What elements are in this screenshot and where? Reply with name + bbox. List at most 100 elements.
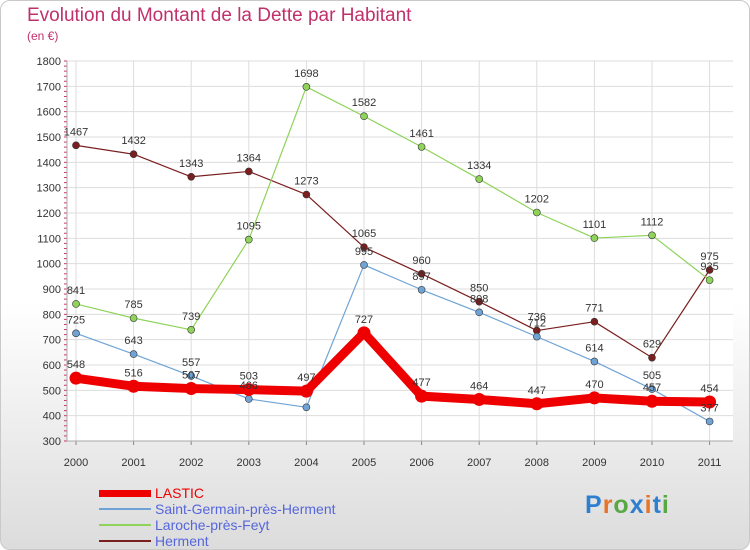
data-label: 1582 [352,97,376,109]
data-point [187,172,195,181]
data-label: 457 [643,382,661,394]
data-label: 1112 [641,216,664,228]
y-tick-label: 1400 [37,157,61,169]
y-tick-label: 1500 [37,132,61,144]
x-tick-label: 2003 [237,457,261,469]
y-tick-label: 800 [43,309,61,321]
data-point [648,231,656,240]
data-point [242,383,256,397]
data-label: 725 [67,314,85,326]
data-label: 505 [643,370,661,382]
series-3 [69,326,717,411]
data-label: 548 [67,359,85,371]
x-tick-label: 2009 [582,457,606,469]
data-point [587,391,601,405]
data-point [705,417,714,426]
data-point [129,350,138,358]
x-tick-label: 2001 [121,457,145,469]
y-tick-label: 300 [43,436,61,448]
y-tick-label: 1100 [37,233,61,245]
x-tick-label: 2002 [179,457,203,469]
legend-swatch [99,540,151,542]
data-label: 1432 [121,135,145,147]
data-label: 975 [700,251,718,263]
data-label: 808 [470,293,488,305]
data-point [72,141,80,150]
y-tick-label: 1600 [37,107,61,119]
series-0 [72,141,714,362]
series-line [75,264,711,423]
data-label: 516 [124,367,142,379]
data-point [532,332,541,341]
data-label: 1273 [294,176,318,188]
series-line [75,144,711,359]
y-tick-label: 500 [43,385,61,397]
y-tick-label: 1000 [37,259,61,271]
legend-swatch [99,524,151,526]
data-point [590,234,599,242]
series-2 [72,261,714,426]
data-label: 785 [124,299,142,311]
x-tick-label: 2000 [64,457,88,469]
x-tick-label: 2011 [698,457,722,469]
chart-subtitle: (en €) [27,29,59,43]
legend-label: Saint-Germain-près-Herment [155,501,336,517]
data-label: 712 [528,318,546,330]
x-tick-label: 2010 [640,457,664,469]
data-point [475,175,484,183]
data-label: 464 [470,380,488,392]
data-point [475,297,484,306]
data-label: 841 [67,285,85,297]
data-point [302,190,311,199]
data-point [72,329,80,338]
data-point [69,371,83,385]
series-line [71,328,715,409]
data-point [415,389,429,403]
data-point [245,235,253,244]
data-label: 377 [700,402,718,414]
data-label: 497 [297,372,315,384]
data-point [532,208,541,217]
data-point [590,317,599,326]
series-1 [72,83,714,334]
data-label: 477 [412,377,430,389]
y-tick-label: 1700 [37,81,61,93]
data-label: 466 [240,380,258,392]
y-tick-label: 900 [43,284,61,296]
y-tick-label: 1300 [37,183,61,195]
data-label: 1101 [583,219,607,231]
data-point [705,276,714,284]
y-tick-label: 600 [43,360,61,372]
data-point [417,285,426,294]
data-label: 850 [470,283,488,295]
data-label: 1065 [352,228,376,240]
data-point [360,112,368,121]
data-point [360,261,368,269]
legend-item: Laroche-près-Feyt [99,517,336,533]
data-label: 1202 [525,193,549,205]
data-point [302,83,311,91]
data-point [184,382,198,396]
data-point [357,326,371,340]
data-point [302,403,311,412]
data-point [645,394,659,408]
data-point [648,385,656,393]
data-point [590,357,599,366]
data-point [475,308,484,317]
chart-legend: LASTIC Saint-Germain-près-Herment Laroche-… [99,485,336,549]
data-point [360,243,368,251]
legend-swatch [99,489,151,497]
legend-item: Saint-Germain-près-Herment [99,501,336,517]
data-point [129,314,138,322]
y-tick-label: 700 [43,335,61,347]
data-point [299,384,313,398]
legend-label: Laroche-près-Feyt [155,517,270,533]
data-point [72,300,80,308]
data-label: 1334 [467,160,491,172]
data-label: 1343 [179,158,203,170]
data-label: 629 [643,339,661,351]
x-tick-label: 2006 [409,457,433,469]
data-label: 960 [412,255,430,267]
data-point [648,353,656,362]
